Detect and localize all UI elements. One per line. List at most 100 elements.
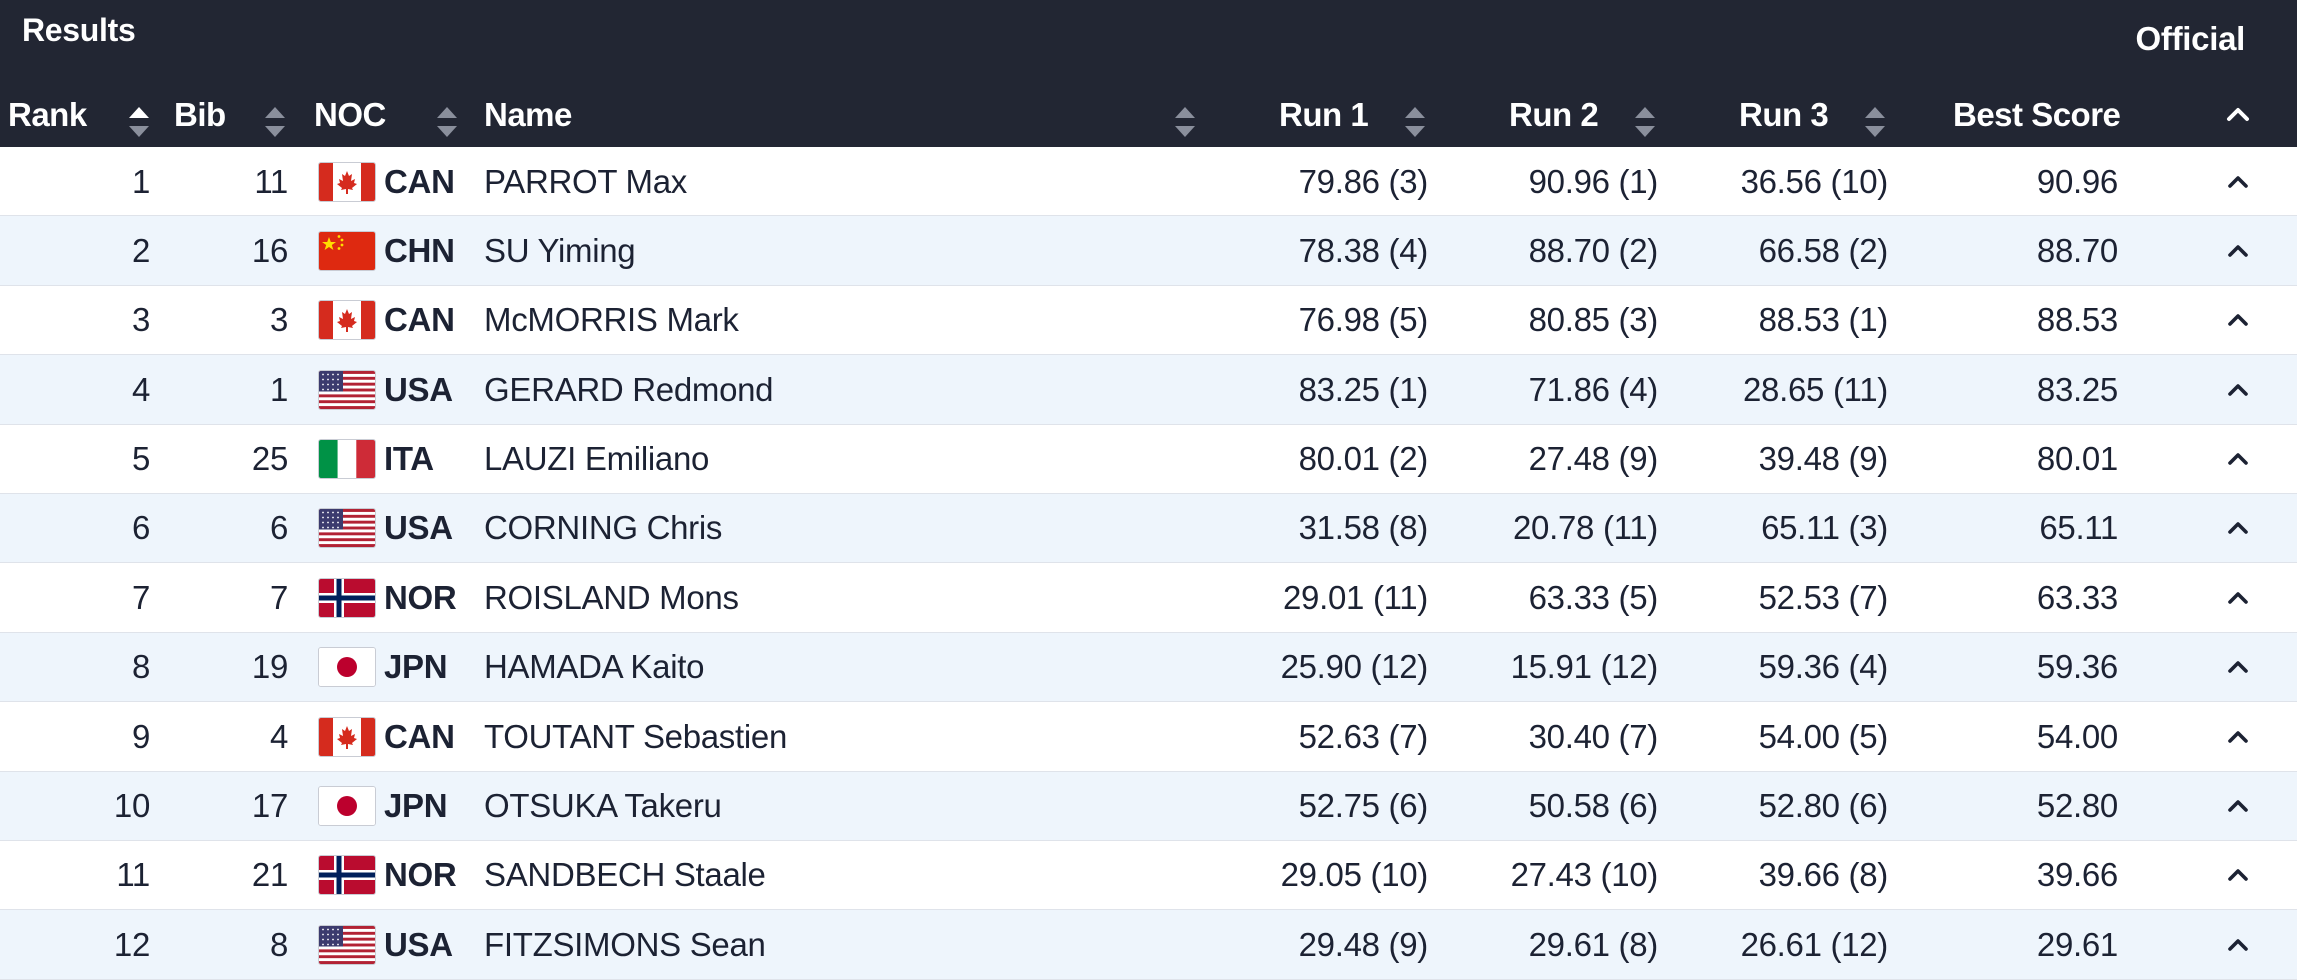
sort-run2-icon[interactable] bbox=[1632, 102, 1658, 142]
athlete-name-cell[interactable]: SU Yiming bbox=[484, 231, 636, 269]
run1-score-cell: 79.86 (3) bbox=[1298, 162, 1429, 200]
run3-score-cell: 54.00 (5) bbox=[1758, 717, 1889, 755]
rank-cell: 8 bbox=[131, 648, 150, 686]
sort-noc-icon[interactable] bbox=[434, 102, 460, 142]
rank-cell: 2 bbox=[131, 231, 150, 269]
bib-cell: 17 bbox=[251, 787, 288, 825]
best-score-cell: 59.36 bbox=[2036, 648, 2118, 686]
run2-score-cell: 90.96 (1) bbox=[1528, 162, 1659, 200]
chevron-up-icon[interactable] bbox=[2222, 563, 2254, 632]
athlete-name-cell[interactable]: CORNING Chris bbox=[484, 509, 723, 547]
run1-score-cell: 25.90 (12) bbox=[1280, 648, 1429, 686]
rank-cell: 6 bbox=[131, 509, 150, 547]
table-row[interactable]: 4 1 USA GERARD Redmond 83.25 (1) 71.86 (4) 28.… bbox=[0, 355, 2297, 425]
chevron-up-icon[interactable] bbox=[2222, 772, 2254, 841]
run3-score-cell: 52.80 (6) bbox=[1758, 787, 1889, 825]
rank-cell: 3 bbox=[131, 301, 150, 339]
column-header-run2[interactable]: Run 2 bbox=[1509, 96, 1599, 133]
column-header-name[interactable]: Name bbox=[484, 96, 572, 133]
athlete-name-cell[interactable]: PARROT Max bbox=[484, 162, 687, 200]
table-row[interactable]: 7 7 NOR ROISLAND Mons 29.01 (11) 63.33 (5) 52.… bbox=[0, 563, 2297, 633]
chevron-up-icon[interactable] bbox=[2222, 633, 2254, 702]
chevron-up-icon[interactable] bbox=[2222, 147, 2254, 216]
table-row[interactable]: 3 3 CAN McMORRIS Mark 76.98 (5) 80.85 (3) 88.5… bbox=[0, 285, 2297, 356]
chevron-up-icon[interactable] bbox=[2222, 702, 2254, 771]
table-row[interactable]: 5 25 ITA LAUZI Emiliano 80.01 (2) 27.48 (9) 39… bbox=[0, 424, 2297, 494]
column-header-rank[interactable]: Rank bbox=[8, 96, 87, 133]
noc-cell: CHN bbox=[384, 231, 455, 269]
noc-cell: CAN bbox=[384, 162, 455, 200]
athlete-name-cell[interactable]: LAUZI Emiliano bbox=[484, 440, 710, 478]
chevron-up-icon[interactable] bbox=[2222, 494, 2254, 563]
run3-score-cell: 52.53 (7) bbox=[1758, 578, 1889, 616]
athlete-name-cell[interactable]: ROISLAND Mons bbox=[484, 578, 739, 616]
chevron-up-icon[interactable] bbox=[2222, 286, 2254, 355]
sort-run1-icon[interactable] bbox=[1402, 102, 1428, 142]
table-row[interactable]: 1 11 CAN PARROT Max 79.86 (3) 90.96 (1) 36.56 … bbox=[0, 147, 2297, 217]
athlete-name-cell[interactable]: OTSUKA Takeru bbox=[484, 787, 722, 825]
usa-flag-icon bbox=[318, 910, 378, 979]
noc-cell: CAN bbox=[384, 717, 455, 755]
column-header-noc[interactable]: NOC bbox=[314, 96, 386, 133]
bib-cell: 1 bbox=[269, 370, 288, 408]
run1-score-cell: 29.05 (10) bbox=[1280, 856, 1429, 894]
athlete-name-cell[interactable]: TOUTANT Sebastien bbox=[484, 717, 788, 755]
column-header-run1[interactable]: Run 1 bbox=[1279, 96, 1369, 133]
run1-score-cell: 31.58 (8) bbox=[1298, 509, 1429, 547]
table-row[interactable]: 6 6 USA CORNING Chris 31.58 (8) 20.78 (11) 65.… bbox=[0, 493, 2297, 564]
table-row[interactable]: 11 21 NOR SANDBECH Staale 29.05 (10) 27.43 (1… bbox=[0, 840, 2297, 911]
run2-score-cell: 20.78 (11) bbox=[1513, 509, 1658, 547]
canada-flag-icon bbox=[318, 702, 378, 771]
noc-cell: USA bbox=[384, 370, 453, 408]
chevron-up-icon[interactable] bbox=[2222, 910, 2254, 979]
run3-score-cell: 39.48 (9) bbox=[1758, 440, 1889, 478]
chevron-up-icon[interactable] bbox=[2222, 98, 2254, 130]
sort-run3-icon[interactable] bbox=[1862, 102, 1888, 142]
sort-rank-icon[interactable] bbox=[126, 102, 152, 142]
column-header-run3[interactable]: Run 3 bbox=[1739, 96, 1829, 133]
run2-score-cell: 80.85 (3) bbox=[1528, 301, 1659, 339]
best-score-cell: 65.11 bbox=[2039, 509, 2118, 547]
athlete-name-cell[interactable]: SANDBECH Staale bbox=[484, 856, 766, 894]
bib-cell: 16 bbox=[251, 231, 288, 269]
column-header-best-score[interactable]: Best Score bbox=[1953, 96, 2121, 133]
table-row[interactable]: 2 16 CHN SU Yiming 78.38 (4) 88.70 (2) 66.58 (… bbox=[0, 216, 2297, 286]
sort-bib-icon[interactable] bbox=[262, 102, 288, 142]
italy-flag-icon bbox=[318, 425, 378, 494]
table-row[interactable]: 12 8 USA FITZSIMONS Sean 29.48 (9) 29.61 (8) 2… bbox=[0, 910, 2297, 980]
japan-flag-icon bbox=[318, 772, 378, 841]
column-header-bib[interactable]: Bib bbox=[174, 96, 226, 133]
results-header: Results Official Rank Bib NOC Name Run 1… bbox=[0, 0, 2297, 147]
table-row[interactable]: 8 19 JPN HAMADA Kaito 25.90 (12) 15.91 (12) 59… bbox=[0, 632, 2297, 703]
athlete-name-cell[interactable]: GERARD Redmond bbox=[484, 370, 774, 408]
best-score-cell: 88.53 bbox=[2036, 301, 2118, 339]
noc-cell: JPN bbox=[384, 787, 448, 825]
usa-flag-icon bbox=[318, 494, 378, 563]
athlete-name-cell[interactable]: FITZSIMONS Sean bbox=[484, 925, 766, 963]
japan-flag-icon bbox=[318, 633, 378, 702]
table-row[interactable]: 9 4 CAN TOUTANT Sebastien 52.63 (7) 30.40 (7)… bbox=[0, 702, 2297, 772]
run2-score-cell: 71.86 (4) bbox=[1528, 370, 1659, 408]
athlete-name-cell[interactable]: HAMADA Kaito bbox=[484, 648, 705, 686]
run1-score-cell: 80.01 (2) bbox=[1298, 440, 1429, 478]
run2-score-cell: 27.43 (10) bbox=[1510, 856, 1659, 894]
bib-cell: 6 bbox=[269, 509, 288, 547]
sort-name-icon[interactable] bbox=[1172, 102, 1198, 142]
bib-cell: 19 bbox=[251, 648, 288, 686]
rank-cell: 1 bbox=[131, 162, 150, 200]
chevron-up-icon[interactable] bbox=[2222, 841, 2254, 910]
table-row[interactable]: 10 17 JPN OTSUKA Takeru 52.75 (6) 50.58 (6) 52… bbox=[0, 771, 2297, 841]
chevron-up-icon[interactable] bbox=[2222, 216, 2254, 285]
run3-score-cell: 66.58 (2) bbox=[1758, 231, 1889, 269]
run1-score-cell: 76.98 (5) bbox=[1298, 301, 1429, 339]
chevron-up-icon[interactable] bbox=[2222, 355, 2254, 424]
chevron-up-icon[interactable] bbox=[2222, 425, 2254, 494]
noc-cell: NOR bbox=[384, 578, 457, 616]
best-score-cell: 52.80 bbox=[2036, 787, 2118, 825]
rank-cell: 7 bbox=[131, 578, 150, 616]
results-title: Results bbox=[22, 12, 136, 48]
rank-cell: 11 bbox=[116, 856, 150, 894]
athlete-name-cell[interactable]: McMORRIS Mark bbox=[484, 301, 739, 339]
best-score-cell: 63.33 bbox=[2036, 578, 2118, 616]
best-score-cell: 29.61 bbox=[2036, 925, 2118, 963]
